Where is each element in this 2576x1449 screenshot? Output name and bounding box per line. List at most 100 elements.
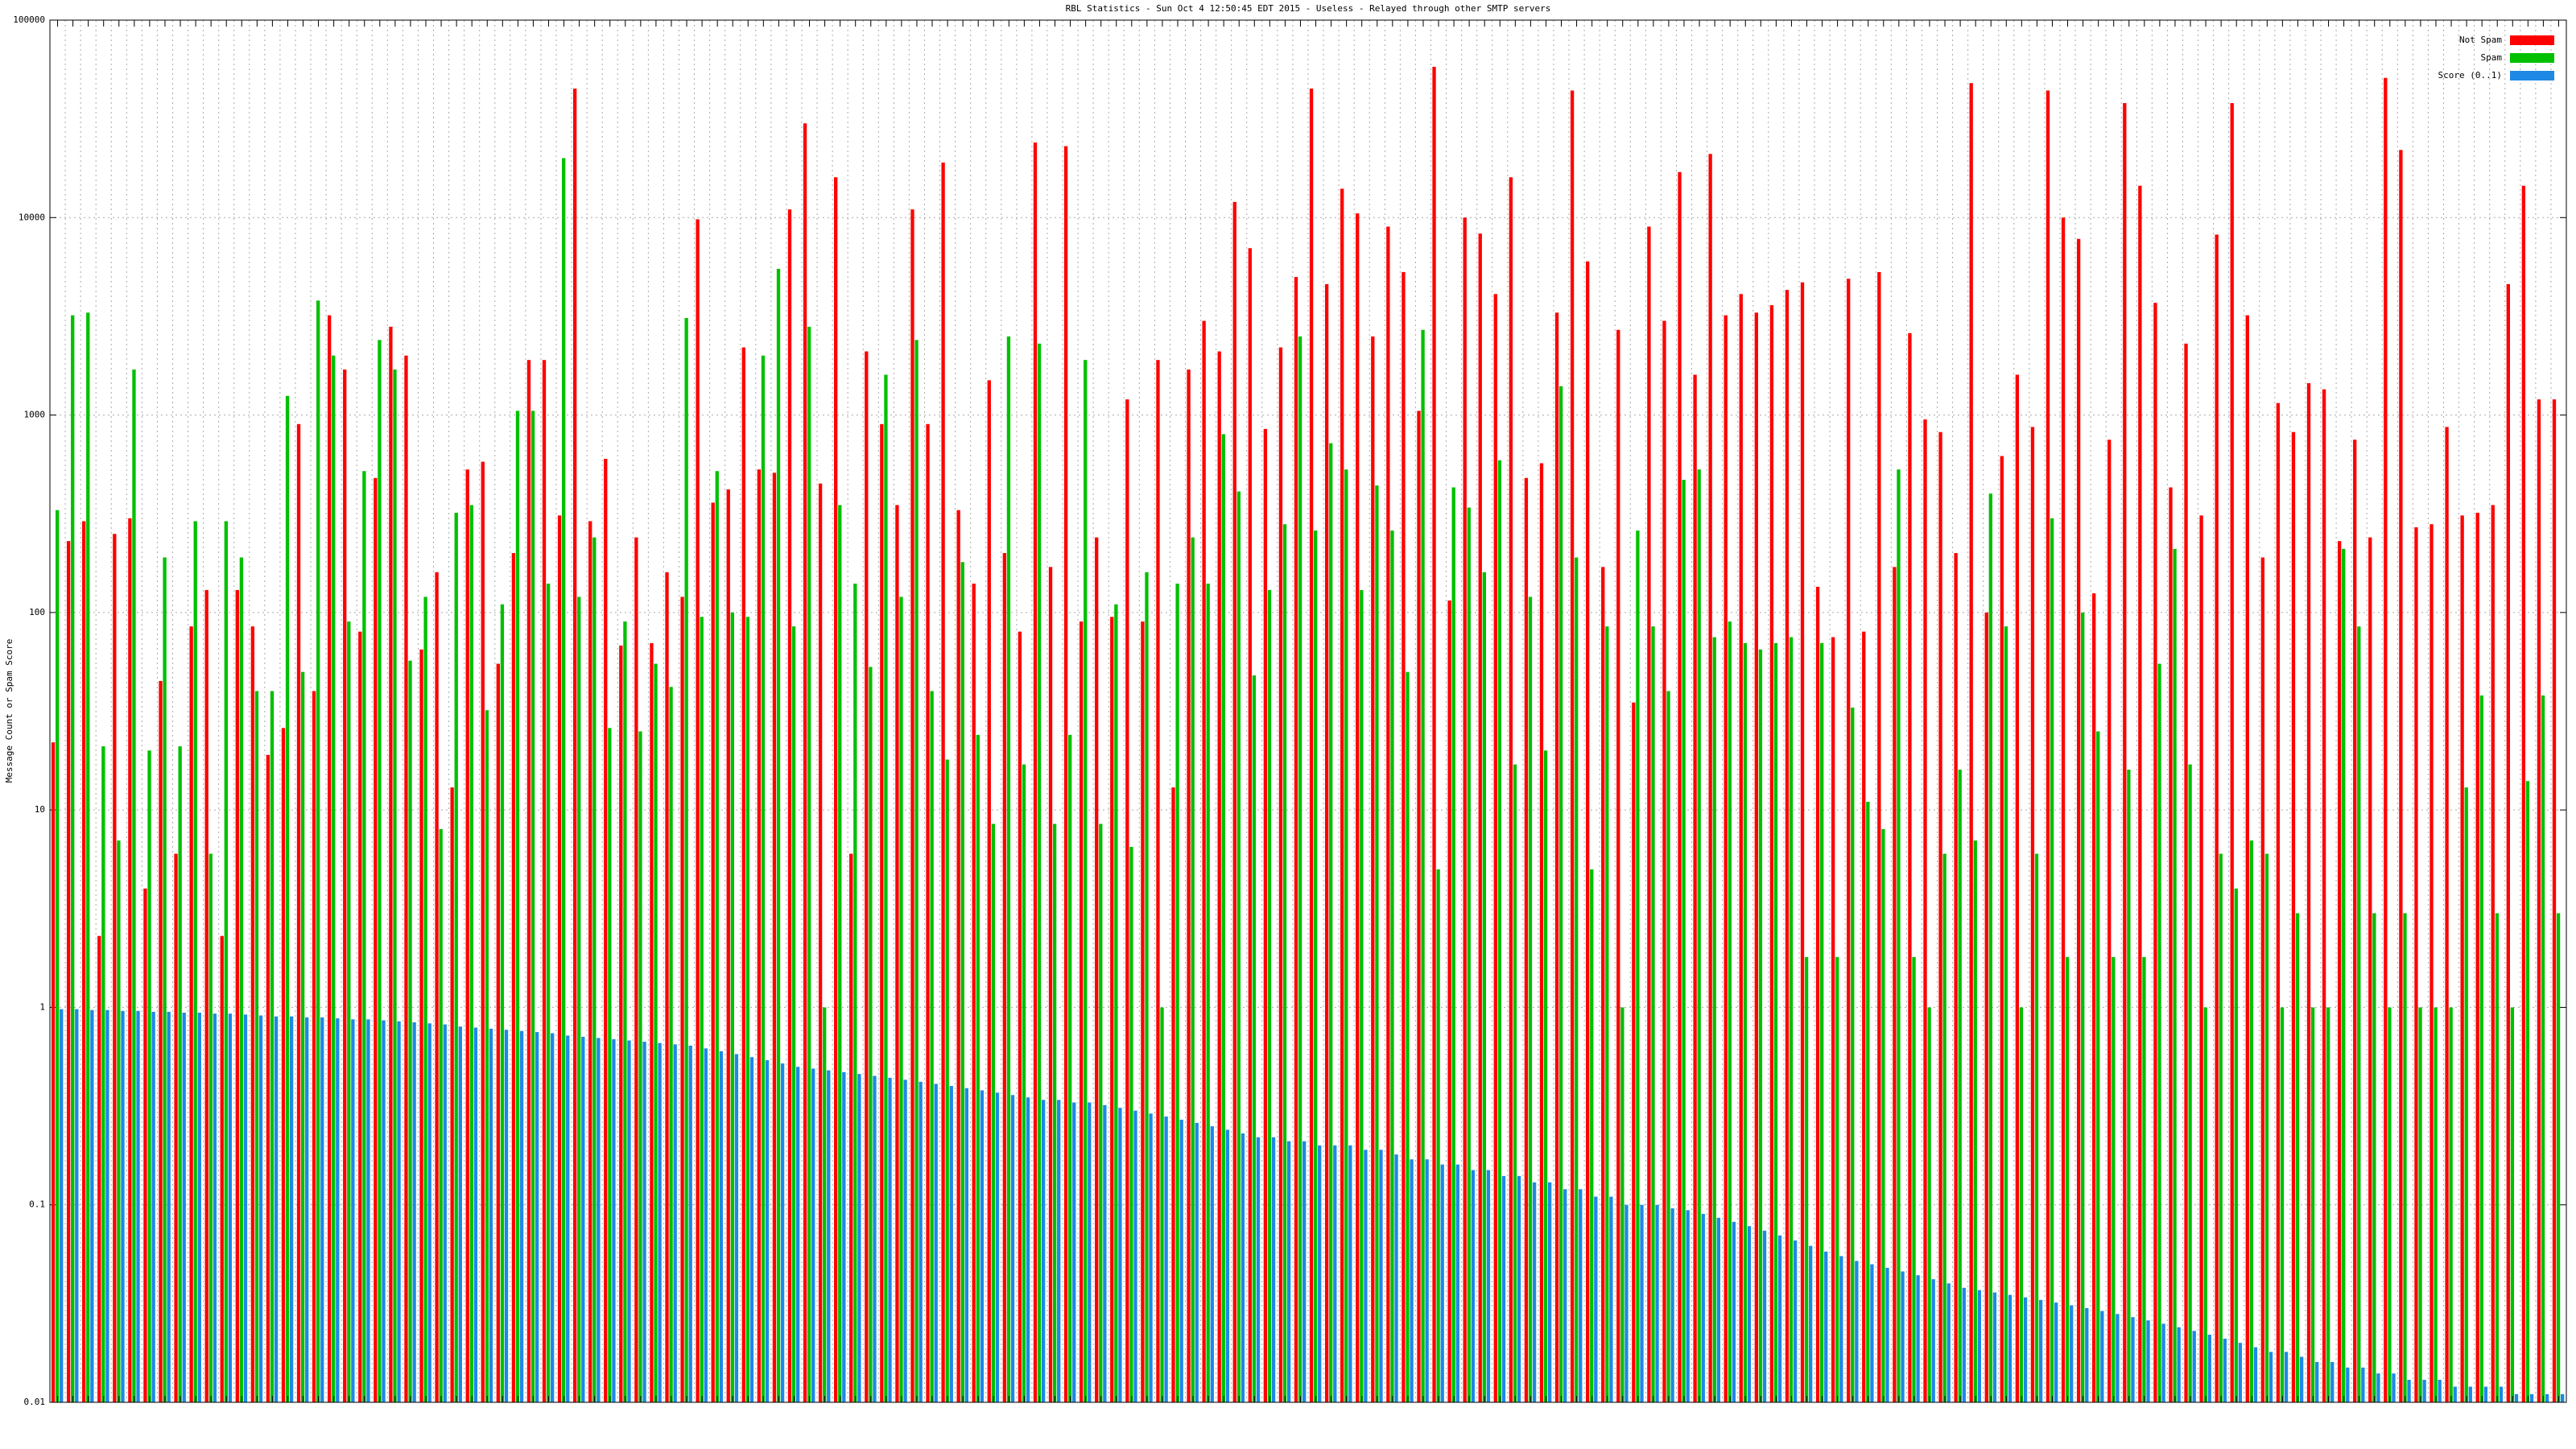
- bar: [2260, 557, 2265, 1402]
- bar: [473, 1027, 478, 1402]
- bar: [1410, 1159, 1414, 1402]
- bar: [117, 840, 121, 1402]
- bar: [1425, 1159, 1429, 1402]
- bar: [443, 1024, 447, 1402]
- y-tick-label: 10000: [19, 212, 45, 222]
- bar: [189, 626, 193, 1402]
- bar: [143, 888, 147, 1402]
- bar: [1318, 1145, 1322, 1402]
- bar: [435, 572, 439, 1402]
- bar: [1375, 485, 1379, 1403]
- bar: [2188, 764, 2192, 1402]
- bar: [511, 553, 516, 1402]
- bar: [1804, 956, 1809, 1402]
- bar: [1897, 469, 1901, 1402]
- bar: [2061, 217, 2066, 1403]
- bar: [1824, 1251, 1828, 1402]
- bar: [66, 541, 71, 1402]
- bar: [1732, 1221, 1736, 1402]
- bar: [1513, 764, 1517, 1402]
- bar: [1002, 553, 1007, 1402]
- bar: [320, 1017, 324, 1402]
- bar: [2388, 1007, 2392, 1402]
- bar: [2541, 695, 2545, 1402]
- bar: [1386, 226, 1390, 1402]
- bar: [1125, 399, 1129, 1402]
- bar: [910, 209, 914, 1402]
- bar: [903, 1080, 907, 1402]
- bar: [182, 1013, 186, 1402]
- bar: [1594, 1196, 1598, 1402]
- bar: [1103, 1104, 1107, 1402]
- bar: [2561, 1393, 2565, 1402]
- bar: [899, 597, 903, 1402]
- bar: [1984, 612, 1988, 1402]
- bar: [75, 1009, 79, 1402]
- bar: [526, 360, 531, 1402]
- bar: [1072, 1102, 1076, 1402]
- bar: [2556, 913, 2561, 1402]
- bar: [208, 853, 213, 1402]
- bar: [1026, 1097, 1030, 1402]
- bar: [597, 1038, 601, 1402]
- bar: [2537, 399, 2541, 1402]
- bar: [2169, 487, 2173, 1403]
- bar: [1041, 1100, 1046, 1402]
- bar: [1129, 847, 1133, 1402]
- bar: [1554, 312, 1559, 1403]
- bar: [658, 1042, 662, 1402]
- bar: [485, 710, 489, 1402]
- bar: [2230, 103, 2234, 1402]
- bar: [515, 411, 520, 1402]
- bar: [818, 483, 823, 1402]
- bar: [2342, 548, 2346, 1403]
- bar: [2046, 90, 2050, 1403]
- bar: [500, 604, 505, 1402]
- bar: [665, 572, 669, 1402]
- bar: [362, 471, 366, 1403]
- bar: [749, 1057, 754, 1402]
- bar: [2100, 1311, 2104, 1402]
- bar: [623, 621, 627, 1402]
- bar: [715, 471, 719, 1403]
- bar: [2238, 1343, 2243, 1402]
- bar: [734, 1054, 739, 1402]
- bar: [1697, 469, 1701, 1402]
- bar: [700, 617, 704, 1402]
- bar: [2219, 853, 2223, 1402]
- bar: [1938, 431, 1942, 1402]
- bar: [1532, 1182, 1537, 1402]
- bar: [741, 347, 745, 1402]
- bar: [2306, 382, 2311, 1402]
- bar: [1923, 419, 1927, 1402]
- bar: [2127, 770, 2131, 1402]
- bar: [300, 671, 305, 1402]
- bar: [619, 645, 623, 1402]
- bar: [1286, 1141, 1291, 1402]
- bar: [1463, 217, 1467, 1403]
- bar: [991, 824, 996, 1402]
- bar: [1682, 480, 1686, 1402]
- bar: [895, 505, 899, 1402]
- bar: [941, 162, 945, 1403]
- legend-label: Spam: [2481, 52, 2503, 63]
- bar: [1187, 369, 1191, 1402]
- bar: [1455, 1164, 1459, 1402]
- bar: [2142, 956, 2146, 1402]
- bar: [489, 1028, 493, 1402]
- bar: [765, 1060, 770, 1402]
- bar: [1916, 1275, 1920, 1402]
- bar: [220, 935, 224, 1402]
- bar: [1777, 1235, 1782, 1402]
- bar: [1785, 290, 1790, 1402]
- bar: [2552, 399, 2557, 1402]
- bar: [1579, 1189, 1583, 1402]
- bar: [2337, 541, 2342, 1402]
- bar: [980, 1090, 985, 1402]
- y-tick-label: 100000: [13, 14, 45, 25]
- legend-swatch: [2510, 71, 2554, 80]
- bar: [2330, 1361, 2334, 1402]
- bar: [1068, 734, 1072, 1402]
- bar: [1313, 530, 1318, 1403]
